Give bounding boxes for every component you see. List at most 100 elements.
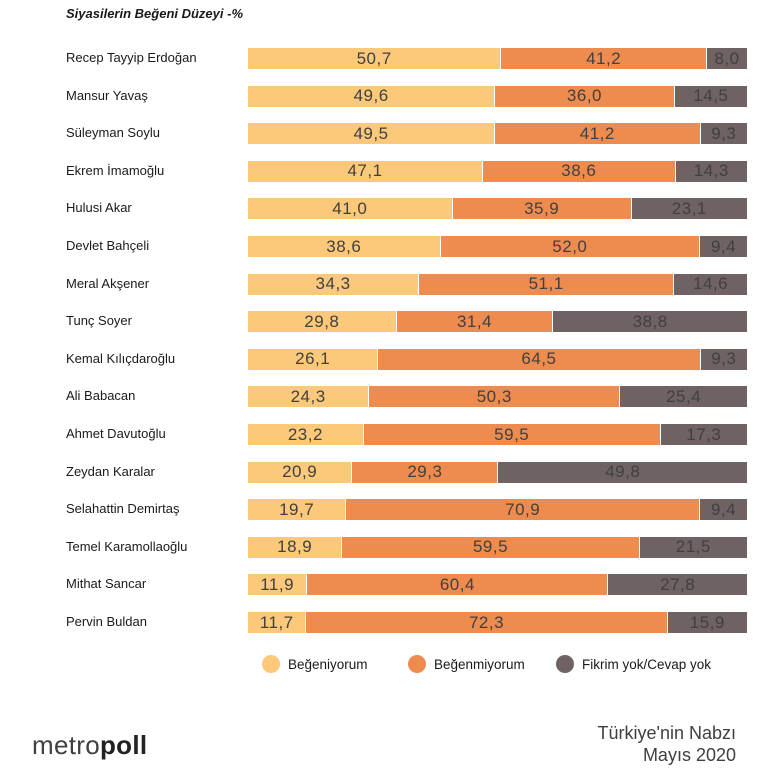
bar-begenmiyorum-suleyman-soylu: 41,2 — [495, 123, 701, 145]
data-label: 38,8 — [632, 311, 668, 331]
data-label: 72,3 — [468, 612, 505, 632]
data-label: 27,8 — [660, 574, 696, 594]
bar-begeniyorum-ali-babacan: 24,3 — [248, 386, 370, 408]
category-label-recep-tayyip-erdogan: Recep Tayyip Erdoğan — [66, 50, 197, 65]
bar-fikrim-yok-cevap-yok-zeydan-karalar: 49,8 — [498, 461, 747, 483]
bar-begenmiyorum-tunc-soyer: 31,4 — [396, 311, 554, 333]
bar-begenmiyorum-kemal-kilicdaroglu: 64,5 — [378, 348, 701, 370]
data-label: 19,7 — [279, 499, 315, 519]
data-label: 50,7 — [356, 48, 392, 68]
logo-text-light: metro — [32, 730, 100, 760]
chart-legend: Beğeniyorum Beğenmiyorum Fikrim yok/Ceva… — [0, 655, 768, 679]
bar-fikrim-yok-cevap-yok-mithat-sancar: 27,8 — [608, 574, 747, 596]
bar-begenmiyorum-recep-tayyip-erdogan: 41,2 — [501, 48, 708, 69]
data-label: 11,9 — [260, 574, 295, 594]
logo-text-bold: poll — [99, 730, 148, 760]
bar-begenmiyorum-temel-karamollaoglu: 59,5 — [342, 536, 640, 558]
category-label-devlet-bahceli: Devlet Bahçeli — [66, 238, 150, 253]
category-label-selahattin-demirtas: Selahattin Demirtaş — [66, 501, 180, 517]
category-label-ekrem-imamoglu: Ekrem İmamoğlu — [66, 162, 165, 178]
bar-begenmiyorum-mithat-sancar: 60,4 — [307, 574, 609, 596]
data-label: 60,4 — [439, 574, 475, 594]
bar-fikrim-yok-cevap-yok-mansur-yavas: 14,5 — [674, 85, 747, 107]
data-label: 9,3 — [711, 349, 737, 369]
bar-fikrim-yok-cevap-yok-recep-tayyip-erdogan: 8,0 — [707, 48, 747, 69]
bar-fikrim-yok-cevap-yok-suleyman-soylu: 9,3 — [700, 123, 747, 145]
category-label-meral-aksener: Meral Akşener — [66, 275, 150, 291]
data-label: 8,0 — [714, 48, 740, 68]
bar-fikrim-yok-cevap-yok-devlet-bahceli: 9,4 — [700, 236, 747, 257]
data-label: 52,0 — [552, 236, 588, 256]
data-label: 18,9 — [277, 537, 313, 557]
legend-swatch-fikrim-yok — [556, 655, 574, 673]
legend-label-begeniyorum: Beğeniyorum — [288, 656, 368, 672]
source-line-1: Türkiye'nin Nabzı — [597, 723, 737, 743]
legend-swatch-begenmiyorum — [408, 655, 426, 673]
bar-fikrim-yok-cevap-yok-pervin-buldan: 15,9 — [667, 612, 747, 633]
bar-begeniyorum-temel-karamollaoglu: 18,9 — [248, 536, 343, 558]
category-label-temel-karamollaoglu: Temel Karamollaoğlu — [66, 538, 188, 554]
data-label: 49,5 — [353, 123, 389, 143]
bar-begenmiyorum-ali-babacan: 50,3 — [369, 386, 621, 408]
legend-label-fikrim-yok: Fikrim yok/Cevap yok — [582, 656, 712, 672]
bar-begeniyorum-tunc-soyer: 29,8 — [248, 311, 397, 333]
bar-fikrim-yok-cevap-yok-ahmet-davutoglu: 17,3 — [660, 424, 747, 445]
category-label-hulusi-akar: Hulusi Akar — [66, 200, 132, 216]
category-label-suleyman-soylu: Süleyman Soylu — [66, 125, 160, 141]
data-label: 20,9 — [282, 462, 318, 482]
data-label: 59,5 — [472, 537, 509, 557]
data-label: 41,2 — [586, 48, 622, 68]
bar-begeniyorum-zeydan-karalar: 20,9 — [248, 461, 353, 483]
data-label: 49,6 — [353, 86, 389, 106]
category-label-tunc-soyer: Tunç Soyer — [66, 313, 132, 329]
data-label: 49,8 — [605, 462, 641, 482]
bar-begenmiyorum-ekrem-imamoglu: 38,6 — [483, 160, 676, 182]
source-note: Türkiye'nin Nabzı Mayıs 2020 — [598, 722, 737, 766]
data-label: 9,3 — [711, 123, 737, 143]
data-label: 41,2 — [579, 123, 615, 143]
bar-begenmiyorum-ahmet-davutoglu: 59,5 — [363, 424, 661, 445]
legend-swatch-begeniyorum — [262, 655, 280, 673]
bar-begeniyorum-selahattin-demirtas: 19,7 — [248, 499, 347, 521]
data-label: 9,4 — [710, 236, 737, 256]
bar-begenmiyorum-meral-aksener: 51,1 — [419, 273, 675, 295]
data-label: 36,0 — [566, 86, 603, 106]
data-label: 38,6 — [326, 236, 362, 256]
bar-begenmiyorum-selahattin-demirtas: 70,9 — [346, 499, 701, 521]
bar-begeniyorum-kemal-kilicdaroglu: 26,1 — [248, 348, 379, 370]
bar-begeniyorum-mithat-sancar: 11,9 — [248, 574, 308, 596]
bar-begenmiyorum-hulusi-akar: 35,9 — [452, 198, 632, 220]
data-label: 25,4 — [666, 386, 702, 406]
data-label: 23,2 — [287, 424, 323, 444]
bar-fikrim-yok-cevap-yok-ekrem-imamoglu: 14,3 — [675, 160, 747, 182]
data-label: 24,3 — [290, 386, 326, 406]
bar-begeniyorum-hulusi-akar: 41,0 — [248, 198, 453, 220]
bar-begenmiyorum-mansur-yavas: 36,0 — [495, 85, 675, 107]
bar-begeniyorum-devlet-bahceli: 38,6 — [248, 236, 441, 257]
bar-fikrim-yok-cevap-yok-hulusi-akar: 23,1 — [631, 198, 747, 220]
data-label: 47,1 — [347, 161, 383, 181]
stacked-bar-chart: Recep Tayyip Erdoğan 50,7 41,2 8,0 Mansur Ya… — [0, 40, 768, 650]
bar-begeniyorum-ekrem-imamoglu: 47,1 — [248, 160, 484, 182]
data-label: 31,4 — [456, 311, 493, 331]
bar-begenmiyorum-zeydan-karalar: 29,3 — [352, 461, 499, 483]
legend-item-fikrim-yok: Fikrim yok/Cevap yok — [556, 655, 711, 673]
data-label: 17,3 — [686, 424, 722, 444]
data-label: 11,7 — [259, 612, 294, 632]
bar-begeniyorum-suleyman-soylu: 49,5 — [248, 123, 495, 145]
category-label-pervin-buldan: Pervin Buldan — [66, 614, 147, 629]
data-label: 23,1 — [671, 198, 707, 218]
category-label-zeydan-karalar: Zeydan Karalar — [66, 463, 155, 479]
category-label-ali-babacan: Ali Babacan — [66, 388, 136, 404]
data-label: 64,5 — [521, 349, 557, 369]
chart-title: Siyasilerin Beğeni Düzeyi -% — [66, 6, 244, 21]
bar-begeniyorum-recep-tayyip-erdogan: 50,7 — [248, 48, 502, 69]
legend-label-begenmiyorum: Beğenmiyorum — [434, 656, 525, 672]
data-label: 50,3 — [476, 386, 512, 406]
data-label: 14,5 — [693, 86, 729, 106]
bar-begenmiyorum-pervin-buldan: 72,3 — [306, 612, 668, 633]
data-label: 14,3 — [693, 161, 729, 181]
bar-begeniyorum-meral-aksener: 34,3 — [248, 273, 420, 295]
bar-fikrim-yok-cevap-yok-tunc-soyer: 38,8 — [553, 311, 747, 333]
legend-item-begeniyorum: Beğeniyorum — [262, 655, 368, 673]
